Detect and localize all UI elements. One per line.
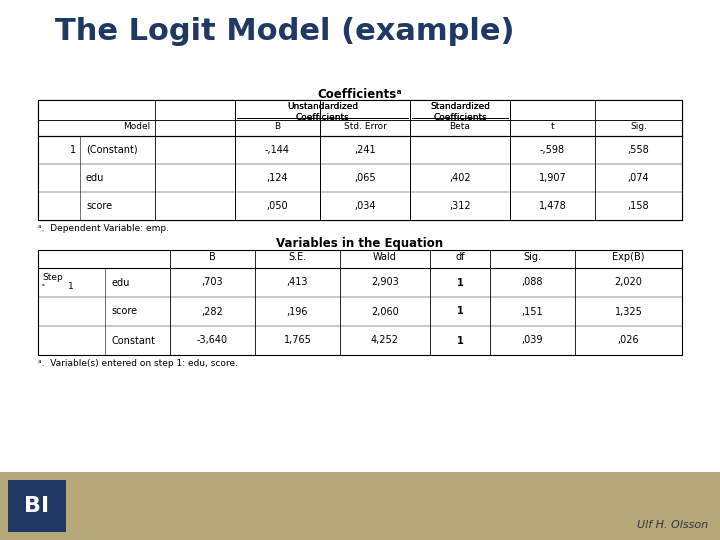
Text: S.E.: S.E.: [289, 252, 307, 262]
Text: Beta: Beta: [449, 122, 470, 131]
Text: df: df: [455, 252, 464, 262]
Text: 1,325: 1,325: [615, 307, 642, 316]
Text: ,413: ,413: [287, 278, 308, 287]
Text: ,151: ,151: [522, 307, 544, 316]
Text: ᵃ.  Dependent Variable: emp.: ᵃ. Dependent Variable: emp.: [38, 224, 169, 233]
Bar: [38, 100, 682, 220]
Text: 1: 1: [68, 282, 73, 291]
Text: 1: 1: [456, 307, 464, 316]
Text: ,050: ,050: [266, 201, 288, 211]
Text: BI: BI: [24, 496, 50, 516]
Text: ,558: ,558: [628, 145, 649, 155]
Text: score: score: [111, 307, 137, 316]
Text: Sig.: Sig.: [630, 122, 647, 131]
Bar: [0, 472, 720, 540]
Text: Unstandardized
Coefficients: Unstandardized Coefficients: [287, 102, 358, 122]
Text: score: score: [86, 201, 112, 211]
Text: 1,765: 1,765: [284, 335, 312, 346]
Text: t: t: [551, 122, 554, 131]
Text: 2,060: 2,060: [371, 307, 399, 316]
Text: Std. Error: Std. Error: [343, 122, 387, 131]
Text: -3,640: -3,640: [197, 335, 228, 346]
Text: The Logit Model (example): The Logit Model (example): [55, 17, 515, 46]
Text: 1: 1: [456, 278, 464, 287]
Text: -,598: -,598: [540, 145, 565, 155]
Text: Coefficientsᵃ: Coefficientsᵃ: [318, 88, 402, 101]
Text: -,144: -,144: [265, 145, 290, 155]
Text: ,282: ,282: [202, 307, 223, 316]
Text: ,196: ,196: [287, 307, 308, 316]
Text: Standardized
Coefficients: Standardized Coefficients: [430, 102, 490, 122]
Text: B: B: [209, 252, 216, 262]
Text: ,312: ,312: [449, 201, 471, 211]
Text: 1,478: 1,478: [539, 201, 567, 211]
Text: ,026: ,026: [618, 335, 639, 346]
Text: ,065: ,065: [354, 173, 376, 183]
Text: Constant: Constant: [111, 335, 155, 346]
Text: 1,907: 1,907: [539, 173, 567, 183]
Text: edu: edu: [86, 173, 104, 183]
Text: ,074: ,074: [628, 173, 649, 183]
Text: Model: Model: [123, 122, 150, 131]
Text: Exp(B): Exp(B): [612, 252, 644, 262]
Text: Unstandardized
Coefficients: Unstandardized Coefficients: [287, 102, 358, 122]
Text: ,124: ,124: [266, 173, 288, 183]
Text: 2,903: 2,903: [371, 278, 399, 287]
Text: Standardized
Coefficients: Standardized Coefficients: [430, 102, 490, 122]
Bar: [38, 100, 682, 220]
Text: 2,020: 2,020: [615, 278, 642, 287]
Text: ,402: ,402: [449, 173, 471, 183]
Text: 1: 1: [456, 335, 464, 346]
Text: ,039: ,039: [522, 335, 544, 346]
Text: ,703: ,703: [202, 278, 223, 287]
Text: 4,252: 4,252: [371, 335, 399, 346]
Text: Wald: Wald: [373, 252, 397, 262]
Bar: [8, 480, 66, 532]
Text: B: B: [274, 122, 281, 131]
Text: Ulf H. Olsson: Ulf H. Olsson: [637, 520, 708, 530]
Text: ᵃ.  Variable(s) entered on step 1: edu, score.: ᵃ. Variable(s) entered on step 1: edu, s…: [38, 359, 238, 368]
Text: ,034: ,034: [354, 201, 376, 211]
Text: Sig.: Sig.: [523, 252, 541, 262]
Bar: [38, 250, 682, 355]
Text: 1: 1: [70, 145, 76, 155]
Text: ,088: ,088: [522, 278, 544, 287]
Text: Variables in the Equation: Variables in the Equation: [276, 237, 444, 250]
Text: edu: edu: [111, 278, 130, 287]
Text: (Constant): (Constant): [86, 145, 138, 155]
Text: ᵃ: ᵃ: [42, 284, 45, 289]
Text: Step: Step: [42, 273, 63, 282]
Text: ,241: ,241: [354, 145, 376, 155]
Text: ,158: ,158: [628, 201, 649, 211]
